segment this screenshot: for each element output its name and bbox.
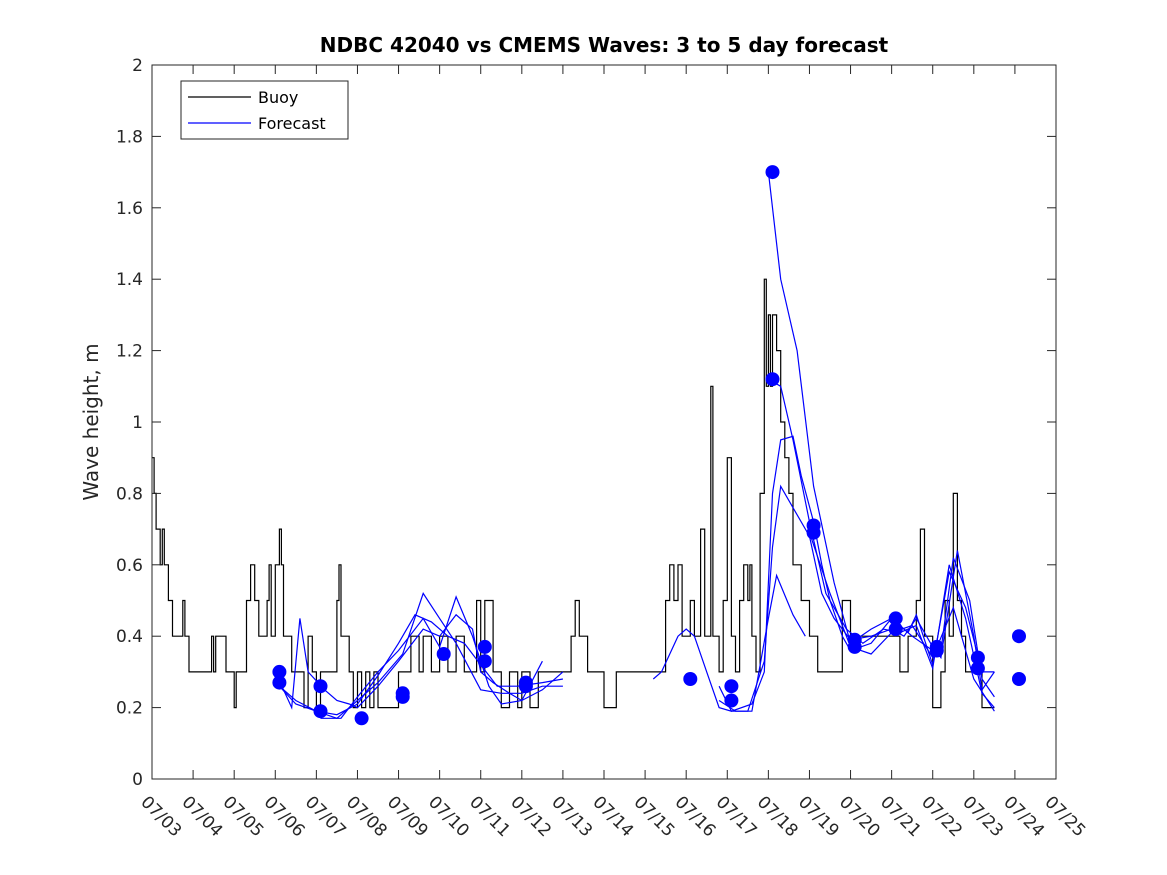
- forecast-marker: [272, 664, 287, 679]
- forecast-marker: [313, 679, 328, 694]
- y-tick-label: 1.4: [116, 270, 143, 290]
- forecast-marker: [395, 689, 410, 704]
- forecast-marker: [888, 622, 903, 637]
- series-buoy-line: [152, 278, 995, 709]
- forecast-marker: [765, 165, 780, 180]
- forecast-marker: [888, 611, 903, 626]
- series-forecast-line-4: [320, 595, 543, 719]
- y-tick-label: 2: [132, 56, 143, 76]
- forecast-marker: [518, 679, 533, 694]
- forecast-marker: [847, 639, 862, 654]
- legend-box: [180, 80, 349, 140]
- y-tick-label: 0.4: [116, 627, 143, 647]
- y-tick-label: 0.8: [116, 484, 143, 504]
- y-tick-label: 1.6: [116, 199, 143, 219]
- y-tick-label: 0: [132, 770, 143, 790]
- series-forecast-line-9: [768, 378, 995, 708]
- forecast-marker: [724, 679, 739, 694]
- forecast-marker: [313, 704, 328, 719]
- forecast-marker: [436, 647, 451, 661]
- plot-series-group: [152, 165, 1026, 726]
- forecast-marker: [970, 661, 985, 676]
- forecast-marker: [1012, 672, 1026, 686]
- y-axis-label: Wave height, m: [79, 343, 103, 500]
- legend: Buoy Forecast: [180, 80, 349, 140]
- forecast-marker: [765, 372, 780, 387]
- legend-buoy-label: Buoy: [258, 88, 298, 107]
- forecast-marker: [1012, 629, 1026, 644]
- series-forecast-line-1: [274, 613, 564, 710]
- forecast-marker: [354, 711, 369, 726]
- legend-forecast-label: Forecast: [258, 114, 326, 133]
- forecast-marker: [724, 693, 739, 708]
- forecast-marker: [929, 643, 944, 658]
- y-tick-label: 1.2: [116, 342, 143, 362]
- forecast-marker: [970, 650, 985, 665]
- y-tick-label: 0.2: [116, 699, 143, 719]
- forecast-marker: [272, 675, 287, 690]
- forecast-marker: [477, 639, 492, 654]
- forecast-marker: [683, 672, 698, 686]
- forecast-marker: [477, 654, 492, 669]
- series-forecast-line-7: [718, 573, 806, 712]
- chart-title: NDBC 42040 vs CMEMS Waves: 3 to 5 day fo…: [320, 33, 889, 57]
- y-tick-label: 1: [132, 413, 143, 433]
- forecast-marker: [806, 525, 821, 540]
- y-tick-label: 1.8: [116, 127, 143, 147]
- y-tick-label: 0.6: [116, 556, 143, 576]
